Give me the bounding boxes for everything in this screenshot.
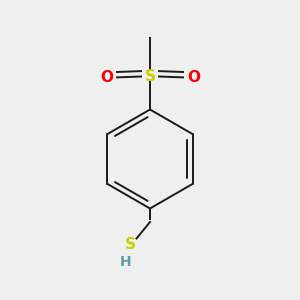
- Text: O: O: [187, 70, 200, 85]
- Text: O: O: [100, 70, 113, 85]
- Text: S: S: [145, 69, 155, 84]
- Text: S: S: [125, 237, 136, 252]
- Text: H: H: [120, 256, 132, 269]
